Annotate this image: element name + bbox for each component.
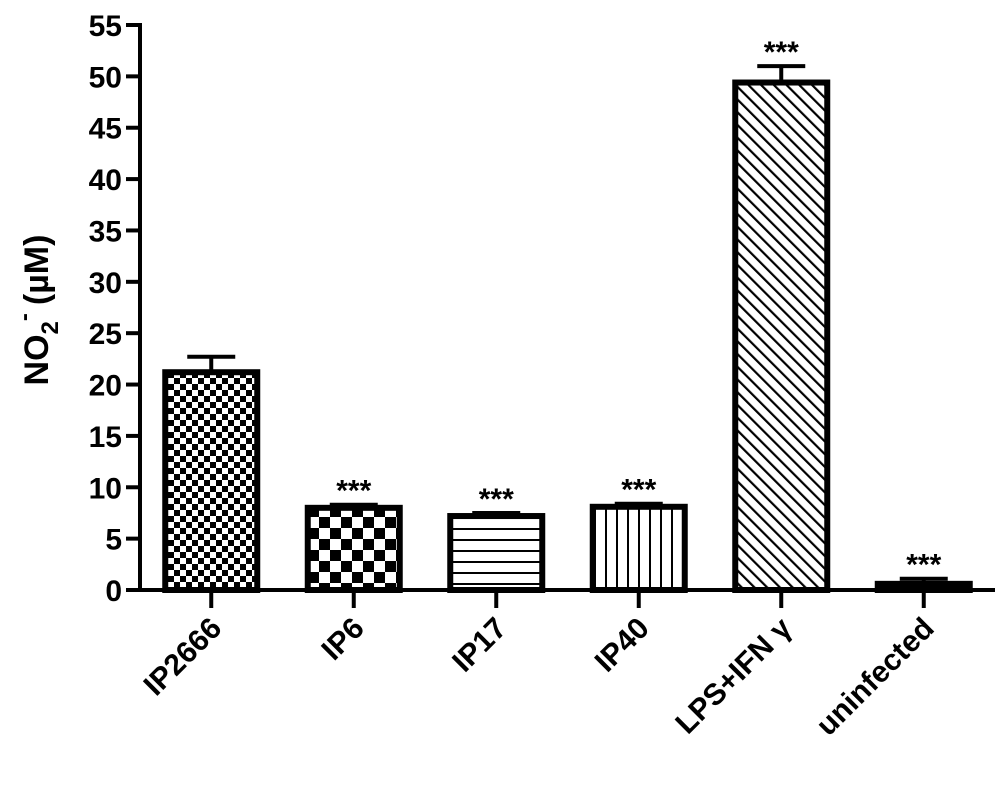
axes-group	[126, 23, 995, 608]
significance-group: *** *** *** *** ***	[336, 36, 941, 582]
significance-label-3: ***	[621, 474, 656, 507]
x-category-label-0: IP2666	[138, 612, 229, 703]
y-tick-label-2: 10	[89, 472, 122, 505]
y-tick-label-0: 0	[105, 575, 122, 608]
x-category-label-3: IP40	[589, 612, 656, 679]
x-category-label-4: LPS+IFN γ	[669, 611, 798, 740]
y-tick-label-4: 20	[89, 370, 122, 403]
y-axis-title-unit: (µM)	[18, 235, 56, 306]
significance-label-4: ***	[764, 36, 799, 69]
x-category-labels-group: IP2666 IP6 IP17 IP40 LPS+IFN γ uninfected	[138, 611, 941, 742]
significance-label-5: ***	[906, 549, 941, 582]
y-tick-label-10: 50	[89, 61, 122, 94]
bar-1	[304, 504, 403, 593]
y-axis-title-superscript: -	[11, 313, 38, 321]
y-axis-title-subscript: 2	[37, 321, 64, 334]
y-tick-label-7: 35	[89, 215, 122, 248]
y-tick-label-3: 15	[89, 421, 122, 454]
y-axis-title: NO2- (µM)	[11, 235, 64, 386]
y-axis-title-main: NO	[18, 334, 56, 385]
x-category-label-1: IP6	[316, 612, 371, 667]
bar-3	[589, 503, 688, 594]
x-category-label-5: uninfected	[810, 612, 941, 743]
y-tick-label-6: 30	[89, 267, 122, 300]
bars-group	[162, 79, 973, 594]
y-tick-label-8: 40	[89, 164, 122, 197]
significance-label-2: ***	[479, 483, 514, 516]
significance-label-1: ***	[336, 475, 371, 508]
x-category-label-2: IP17	[446, 612, 513, 679]
error-bars-group	[187, 64, 948, 584]
y-tick-label-5: 25	[89, 318, 122, 351]
y-tick-label-1: 5	[105, 524, 122, 557]
y-tick-label-11: 55	[89, 10, 122, 43]
bar-0	[162, 369, 261, 593]
bar-2	[447, 513, 546, 594]
y-tick-labels-group: 0 5 10 15 20 25 30 35 40 45 50 55	[89, 10, 122, 608]
bar-4	[732, 79, 831, 593]
y-tick-label-9: 45	[89, 113, 122, 146]
